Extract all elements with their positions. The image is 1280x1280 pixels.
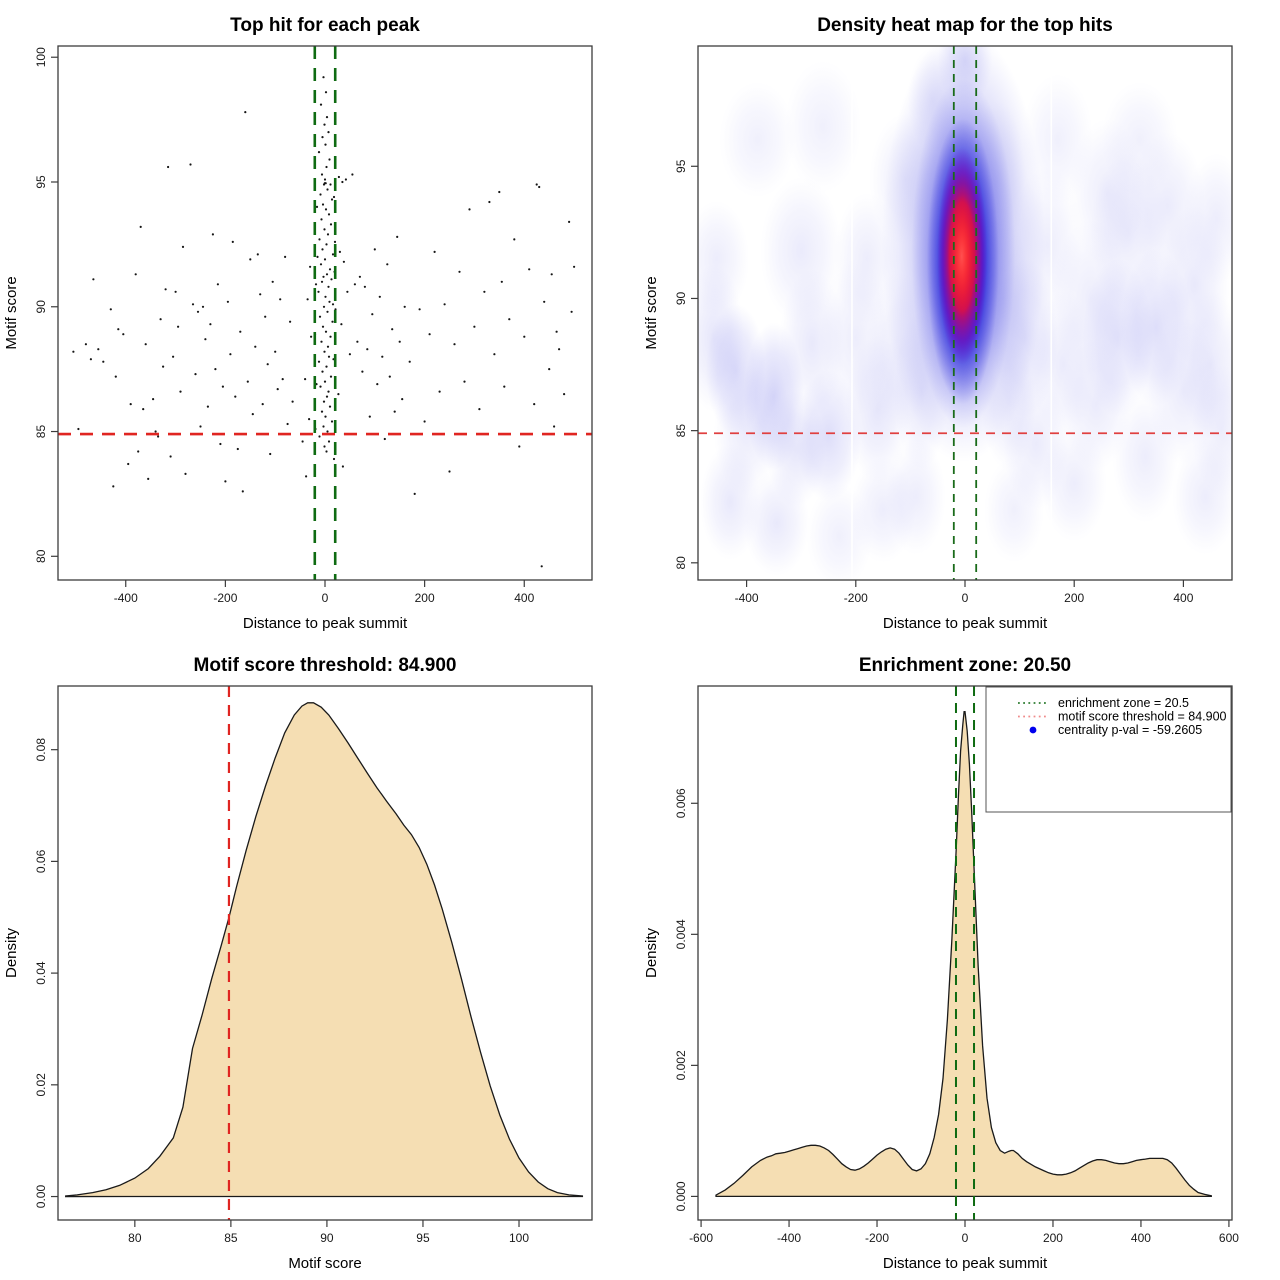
heatmap-blobs [698,46,1232,580]
svg-text:200: 200 [1043,1231,1063,1245]
legend-label: enrichment zone = 20.5 [1058,696,1189,710]
y-axis-label: Motif score [643,276,660,349]
x-axis-label: Distance to peak summit [243,615,408,632]
axes: -600 -400 -200 0 200 400 600 0.000 0.002 0.004 0.0… [674,788,1239,1245]
svg-text:0.006: 0.006 [674,788,688,818]
svg-text:80: 80 [674,556,688,570]
svg-text:0: 0 [962,1231,969,1245]
svg-text:85: 85 [674,424,688,438]
svg-text:400: 400 [1173,591,1193,605]
svg-text:-400: -400 [777,1231,801,1245]
y-axis-label: Density [643,927,660,978]
density-curve [715,710,1212,1198]
svg-text:0.00: 0.00 [34,1185,48,1209]
y-axis-label: Density [3,927,20,978]
chart-title: Density heat map for the top hits [817,15,1113,36]
svg-text:0.08: 0.08 [34,738,48,762]
svg-text:100: 100 [34,47,48,67]
svg-text:80: 80 [34,549,48,563]
svg-text:85: 85 [34,425,48,439]
plot-border [57,685,593,1221]
svg-text:200: 200 [1064,591,1084,605]
x-axis-label: Distance to peak summit [883,615,1048,632]
distance-density-chart: Enrichment zone: 20.50 Distance to peak … [643,655,1239,1272]
scatter-plot-area: -400 -200 0 200 400 80 85 90 95 100 [34,45,593,605]
svg-text:-200: -200 [213,591,237,605]
svg-text:0.02: 0.02 [34,1073,48,1097]
svg-text:0: 0 [962,591,969,605]
x-axis-label: Motif score [288,1255,361,1272]
svg-text:100: 100 [509,1231,529,1245]
svg-text:-200: -200 [844,591,868,605]
heatmap-chart: Density heat map for the top hits Distan… [643,15,1233,632]
panel-top-hit-scatter: Top hit for each peak Distance to peak s… [0,0,640,640]
panel-enrichment-zone-density: Enrichment zone: 20.50 Distance to peak … [640,640,1280,1280]
heatmap-plot-area: -400 -200 0 200 400 80 85 90 95 [674,45,1233,605]
svg-text:95: 95 [34,175,48,189]
axes: -400 -200 0 200 400 80 85 90 95 100 [34,47,535,605]
panel-motif-score-density: Motif score threshold: 84.900 Motif scor… [0,640,640,1280]
svg-text:0.06: 0.06 [34,849,48,873]
distance-density-plot-area: -600 -400 -200 0 200 400 600 0.000 0.002 0.004 0.0… [674,685,1239,1245]
svg-text:-400: -400 [114,591,138,605]
scatter-points [72,76,576,568]
svg-text:0.04: 0.04 [34,961,48,985]
svg-text:200: 200 [415,591,435,605]
svg-text:400: 400 [1131,1231,1151,1245]
legend-point [1029,726,1037,734]
score-density-plot-area: 80 85 90 95 100 0.00 0.02 0.04 0.06 0.08 [34,685,593,1245]
chart-title: Motif score threshold: 84.900 [194,655,457,676]
chart-title: Top hit for each peak [230,15,420,36]
svg-text:-600: -600 [689,1231,713,1245]
svg-text:95: 95 [416,1231,430,1245]
svg-text:0: 0 [322,591,329,605]
x-axis-label: Distance to peak summit [883,1255,1048,1272]
svg-text:-400: -400 [735,591,759,605]
panel-density-heatmap: Density heat map for the top hits Distan… [640,0,1280,640]
svg-text:90: 90 [34,300,48,314]
svg-text:85: 85 [224,1231,238,1245]
axes: -400 -200 0 200 400 80 85 90 95 [674,159,1194,605]
svg-text:0.002: 0.002 [674,1050,688,1080]
legend-box [985,686,1232,813]
svg-text:0.004: 0.004 [674,919,688,949]
svg-text:-200: -200 [865,1231,889,1245]
svg-text:95: 95 [674,159,688,173]
plot-border [57,45,593,581]
scatter-chart: Top hit for each peak Distance to peak s… [3,15,593,632]
density-curve [65,702,584,1198]
svg-text:0.000: 0.000 [674,1181,688,1211]
y-axis-label: Motif score [3,276,20,349]
svg-text:400: 400 [514,591,534,605]
axes: 80 85 90 95 100 0.00 0.02 0.04 0.06 0.08 [34,738,529,1245]
svg-text:80: 80 [128,1231,142,1245]
svg-text:600: 600 [1219,1231,1239,1245]
svg-text:90: 90 [674,291,688,305]
legend-label: centrality p-val = -59.2605 [1058,723,1202,737]
svg-text:90: 90 [320,1231,334,1245]
score-density-chart: Motif score threshold: 84.900 Motif scor… [3,655,593,1272]
legend-label: motif score threshold = 84.900 [1058,710,1227,724]
chart-title: Enrichment zone: 20.50 [859,655,1071,676]
